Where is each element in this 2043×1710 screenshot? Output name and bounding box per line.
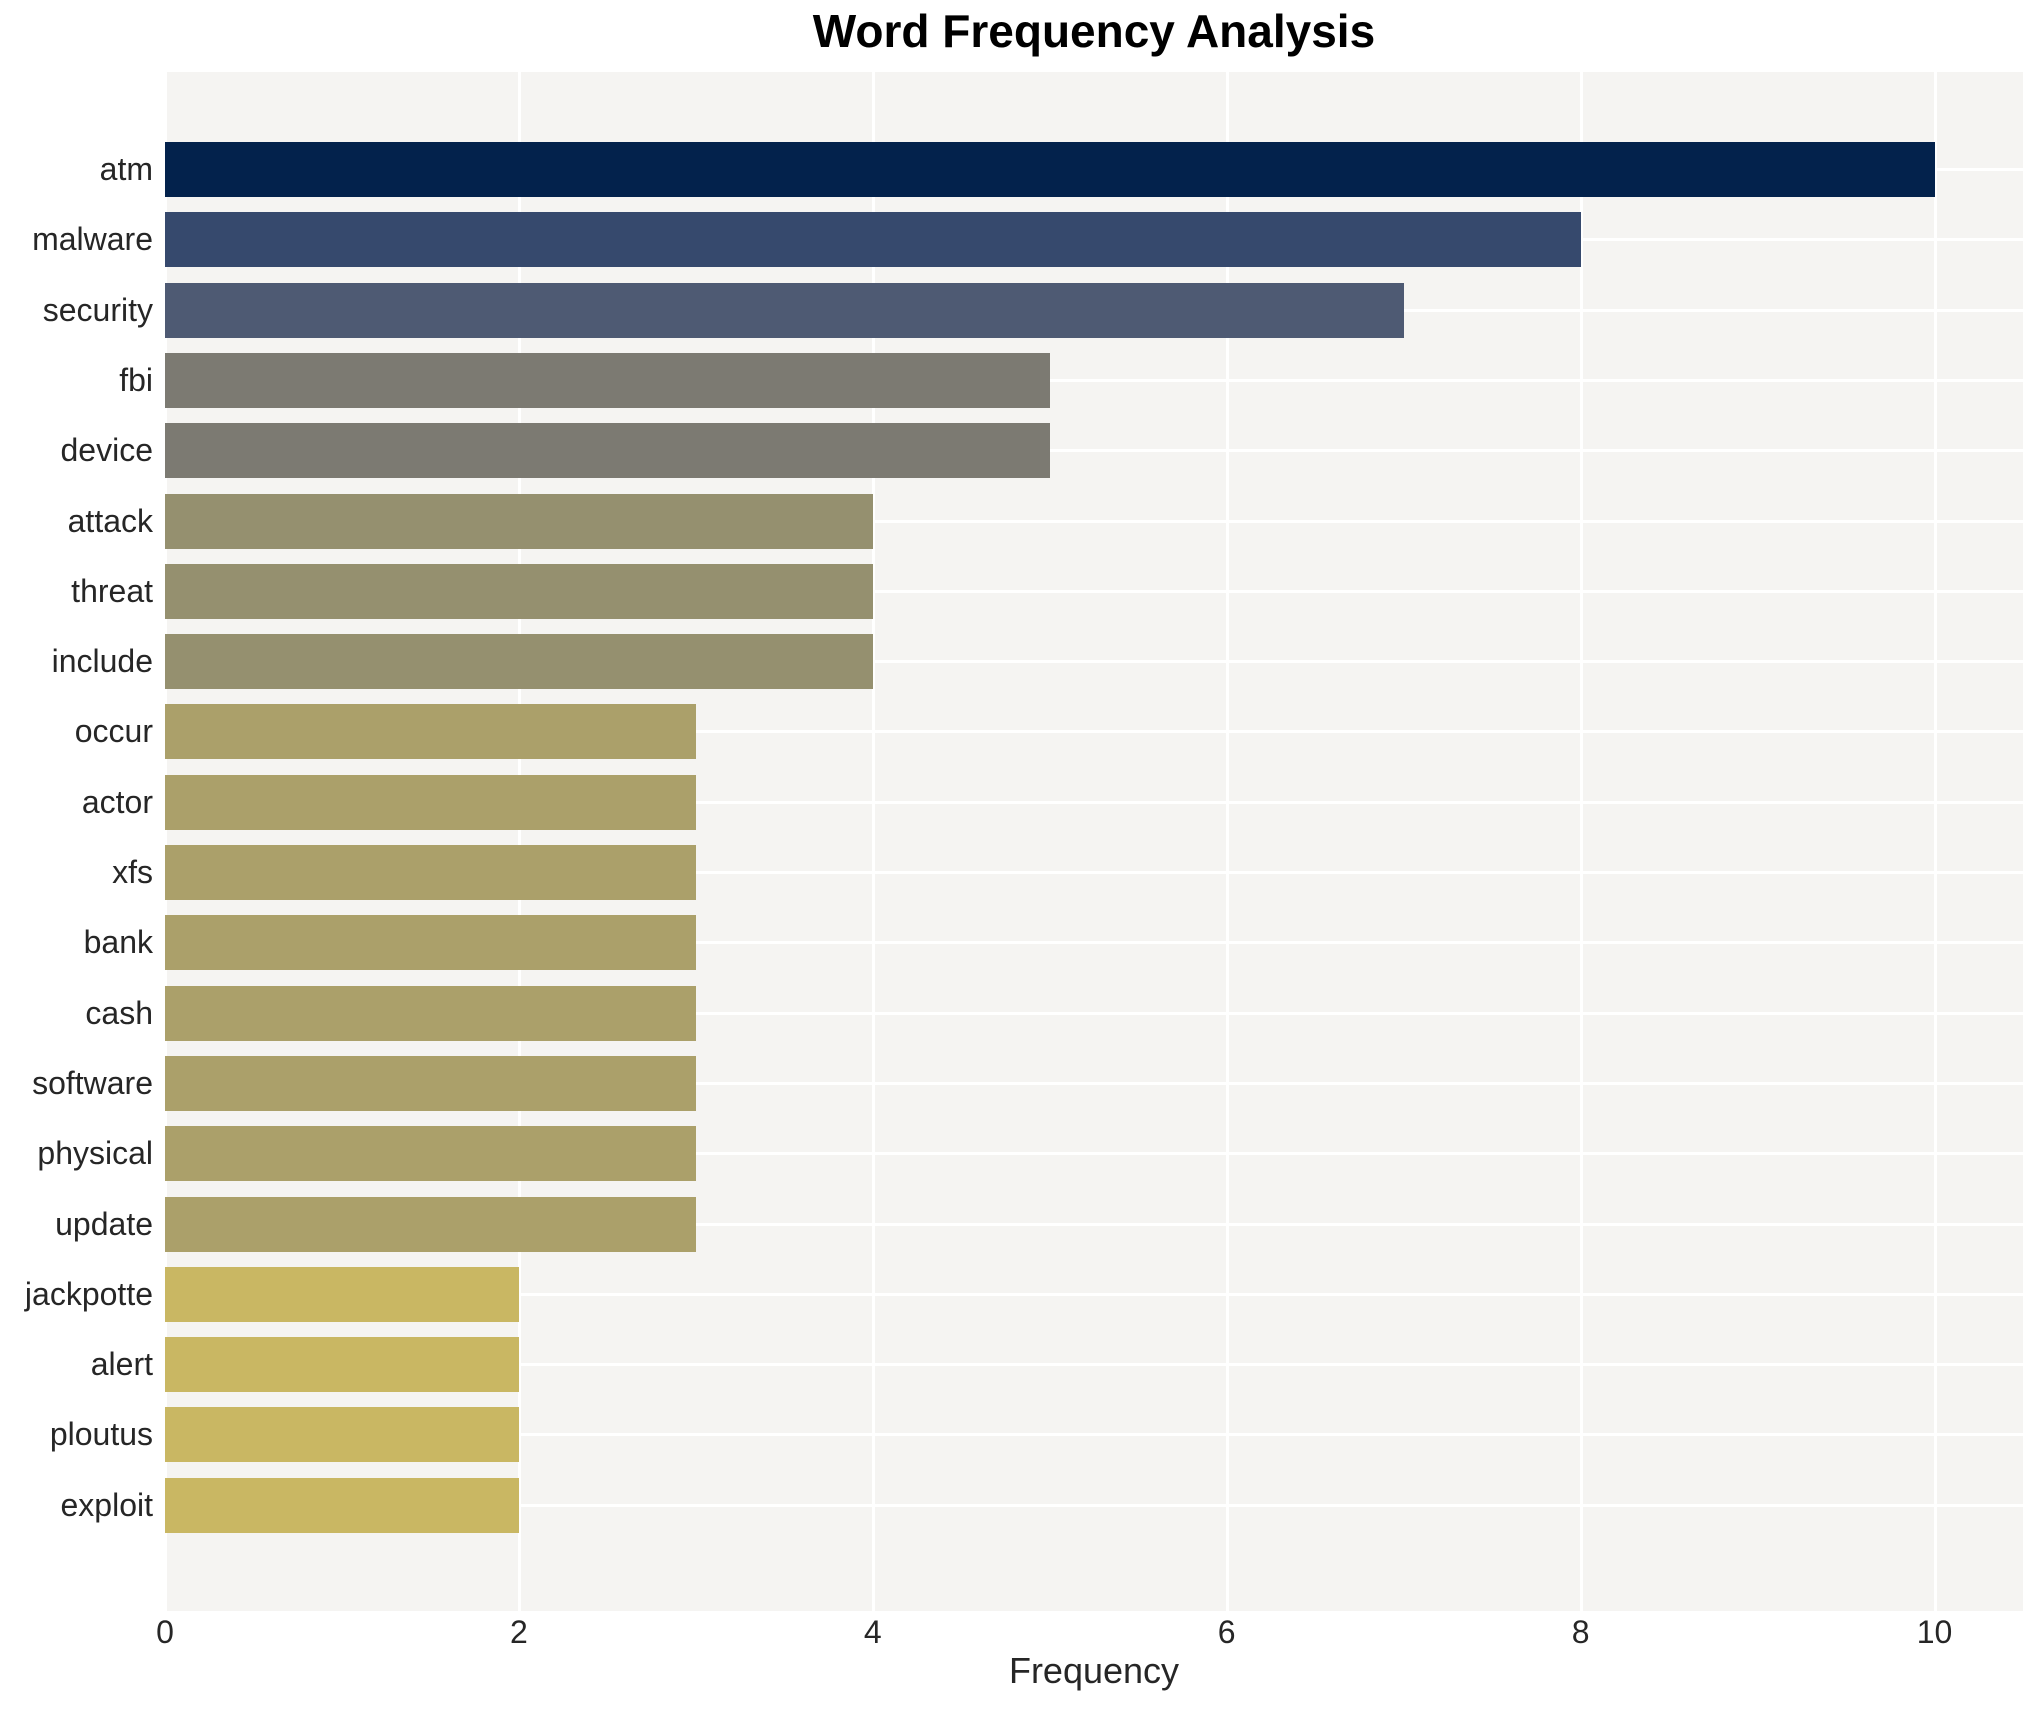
y-gridline [165,1081,2023,1085]
y-tick-label-fbi: fbi [119,361,153,398]
y-tick-label-actor: actor [81,783,153,820]
x-axis-label: Frequency [1008,1650,1180,1691]
y-gridline [165,800,2023,804]
y-gridline [165,730,2023,734]
y-tick-label-exploit: exploit [60,1486,154,1523]
y-tick-label-ploutus: ploutus [49,1416,153,1453]
y-gridline [165,660,2023,664]
y-gridline [165,1222,2023,1226]
bar-jackpotte [165,1266,519,1322]
y-gridline [165,871,2023,874]
y-tick-label-attack: attack [67,502,153,539]
x-gridline [1579,72,1583,1611]
y-tick-label-security: security [42,291,153,328]
y-gridline [165,1152,2023,1156]
y-tick-label-occur: occur [74,713,153,750]
bar-device [165,423,1050,479]
y-gridline [165,449,2023,453]
bar-alert [165,1337,519,1393]
y-tick-label-cash: cash [85,994,153,1031]
bar-fbi [165,352,1050,408]
y-gridline [165,589,2023,593]
y-gridline [165,519,2023,523]
y-tick-label-update: update [55,1205,153,1242]
y-gridline [165,1433,2023,1437]
chart-title: Word Frequency Analysis [812,5,1376,57]
y-tick-label-threat: threat [71,572,153,609]
x-tick-label-2: 2 [509,1614,528,1650]
bar-attack [165,493,873,549]
y-tick-label-physical: physical [37,1135,153,1172]
bar-xfs [165,845,696,900]
y-tick-label-bank: bank [83,924,153,961]
y-tick-label-xfs: xfs [112,854,153,890]
y-tick-label-device: device [60,432,154,469]
x-gridline [517,72,521,1611]
bar-ploutus [165,1407,519,1463]
bar-bank [165,915,696,971]
bar-malware [165,212,1581,268]
y-tick-label-malware: malware [32,221,153,258]
y-gridline [165,1503,2023,1507]
x-tick-label-0: 0 [156,1614,174,1650]
x-tick-label-8: 8 [1571,1614,1590,1650]
bar-physical [165,1126,696,1182]
y-gridline [165,1292,2023,1296]
x-tick-label-6: 6 [1217,1614,1236,1650]
bar-security [165,282,1404,338]
bar-include [165,634,873,690]
y-tick-label-alert: alert [90,1346,153,1383]
bar-occur [165,704,696,760]
y-tick-label-jackpotte: jackpotte [24,1275,153,1312]
y-tick-label-software: software [32,1064,153,1101]
y-gridline [165,941,2023,945]
y-gridline [165,1011,2023,1015]
y-tick-label-atm: atm [99,151,153,187]
x-gridline [1933,72,1937,1611]
x-gridline [871,72,875,1611]
bar-software [165,1055,696,1111]
x-tick-label-10: 10 [1916,1614,1953,1650]
bar-update [165,1196,696,1252]
y-gridline [165,378,2023,382]
x-gridline [1225,72,1229,1611]
bar-actor [165,774,696,830]
x-gridline [164,72,167,1611]
bar-atm [165,142,1935,197]
bar-threat [165,563,873,619]
bar-exploit [165,1477,519,1533]
plot-area [164,72,2023,1611]
y-tick-label-include: include [51,643,153,680]
y-gridline [165,1363,2023,1367]
bar-cash [165,985,696,1041]
x-tick-label-4: 4 [863,1614,882,1650]
